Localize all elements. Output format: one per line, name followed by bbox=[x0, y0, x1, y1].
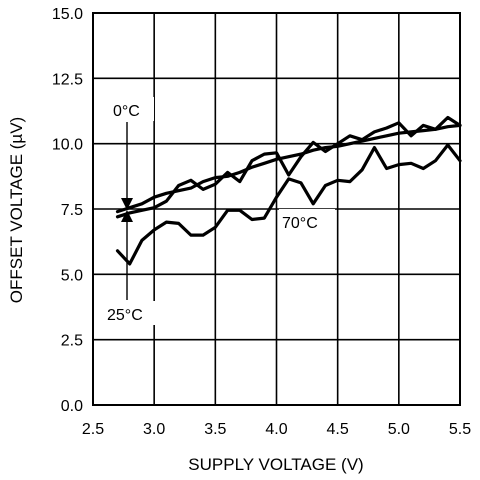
y-tick-label: 5.0 bbox=[61, 267, 83, 284]
series-lines bbox=[115, 115, 462, 266]
y-tick-label: 15.0 bbox=[52, 6, 83, 23]
series-line-1 bbox=[115, 115, 462, 219]
x-tick-label: 4.0 bbox=[265, 421, 287, 438]
series-line-2 bbox=[115, 143, 462, 266]
arrowhead-25c bbox=[121, 210, 133, 222]
y-tick-label: 12.5 bbox=[52, 71, 83, 88]
x-tick-label: 4.5 bbox=[327, 421, 349, 438]
x-tick-label: 3.0 bbox=[143, 421, 165, 438]
plot-frame bbox=[92, 12, 461, 406]
y-tick-label: 7.5 bbox=[61, 202, 83, 219]
annotation-25c: 25°C bbox=[107, 307, 143, 324]
annotation-70c: 70°C bbox=[282, 215, 318, 232]
annotations: 0°C 25°C 70°C bbox=[104, 97, 335, 325]
x-axis-title: SUPPLY VOLTAGE (V) bbox=[188, 455, 363, 474]
y-tick-label: 2.5 bbox=[61, 333, 83, 350]
x-tick-label: 3.5 bbox=[204, 421, 226, 438]
annotation-0c: 0°C bbox=[113, 103, 140, 120]
x-tick-labels: 2.5 3.0 3.5 4.0 4.5 5.0 5.5 bbox=[82, 421, 471, 438]
x-tick-label: 2.5 bbox=[82, 421, 104, 438]
y-tick-label: 0.0 bbox=[61, 398, 83, 415]
x-tick-label: 5.5 bbox=[449, 421, 471, 438]
y-axis-title: OFFSET VOLTAGE (µV) bbox=[7, 117, 26, 303]
y-tick-labels: 0.0 2.5 5.0 7.5 10.0 12.5 15.0 bbox=[52, 6, 83, 415]
x-tick-label: 5.0 bbox=[388, 421, 410, 438]
y-tick-label: 10.0 bbox=[52, 137, 83, 154]
arrowhead-0c bbox=[121, 198, 133, 210]
